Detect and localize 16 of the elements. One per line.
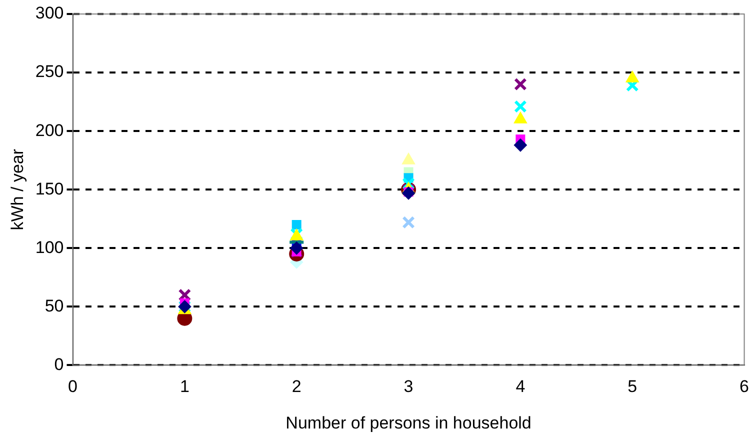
y-tick-label: 300 — [35, 4, 64, 23]
y-axis-title: kWh / year — [8, 148, 27, 230]
x-tick-label: 1 — [180, 377, 190, 396]
x-tick-label: 0 — [68, 377, 78, 396]
y-tick-label: 0 — [54, 354, 64, 374]
x-tick-label: 6 — [740, 377, 750, 396]
x-tick-label: 4 — [516, 377, 526, 396]
y-tick-label: 50 — [44, 296, 64, 316]
x-tick-label: 5 — [628, 377, 638, 396]
x-tick-label: 3 — [404, 377, 414, 396]
x-tick-label: 2 — [292, 377, 302, 396]
y-tick-label: 200 — [35, 120, 64, 140]
x-axis-title: Number of persons in household — [286, 413, 532, 432]
y-tick-label: 150 — [35, 179, 64, 198]
y-tick-label: 100 — [35, 238, 64, 257]
y-tick-label: 250 — [35, 62, 64, 82]
